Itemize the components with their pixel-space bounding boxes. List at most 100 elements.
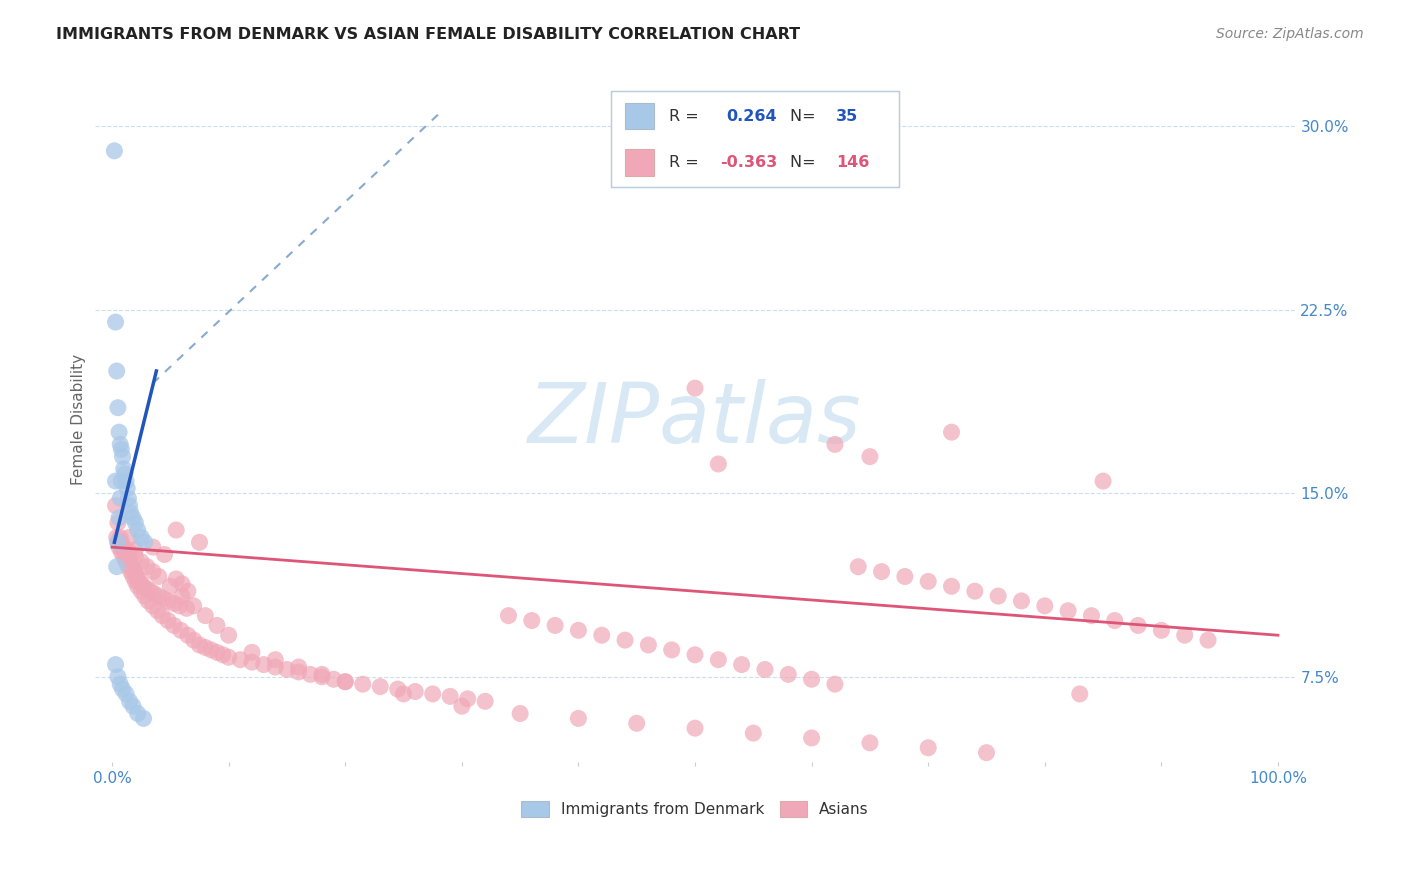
Point (800, 731, 823, 745)
Point (176, 601, 198, 615)
Point (110, 474, 132, 488)
Point (730, 657, 752, 672)
Point (108, 540, 131, 554)
Point (1057, 604, 1080, 618)
Point (111, 450, 134, 464)
Point (115, 474, 138, 488)
Point (170, 589, 193, 603)
Point (132, 579, 155, 593)
Point (118, 555, 141, 569)
Point (107, 535, 129, 549)
Point (136, 582, 159, 596)
Point (183, 633, 205, 648)
Point (800, 672, 823, 686)
Point (188, 638, 211, 652)
Point (544, 618, 567, 632)
Point (127, 706, 149, 721)
Point (107, 401, 129, 415)
Point (148, 569, 170, 583)
Point (110, 491, 132, 506)
Point (118, 499, 141, 513)
Point (110, 437, 132, 451)
Point (127, 572, 149, 586)
Point (128, 574, 150, 589)
Point (177, 628, 200, 642)
Point (439, 690, 461, 704)
Point (129, 530, 152, 544)
Point (1092, 474, 1115, 488)
Point (111, 540, 134, 554)
Point (122, 510, 145, 524)
Point (142, 599, 165, 613)
Point (108, 425, 131, 439)
Point (142, 565, 165, 579)
Point (422, 687, 444, 701)
Point (124, 542, 146, 557)
Point (661, 643, 683, 657)
Point (105, 559, 128, 574)
Point (163, 596, 186, 610)
Point (976, 746, 998, 760)
Point (110, 535, 132, 549)
Point (112, 542, 135, 557)
Point (117, 552, 139, 566)
Point (276, 663, 298, 677)
Point (264, 653, 287, 667)
Point (103, 144, 125, 158)
Point (114, 467, 136, 481)
Point (122, 565, 145, 579)
Point (170, 577, 193, 591)
Point (963, 584, 986, 599)
Point (1011, 594, 1033, 608)
Point (118, 530, 141, 544)
Point (129, 584, 152, 599)
Point (987, 589, 1010, 603)
Point (115, 548, 138, 562)
Point (707, 653, 730, 667)
Point (134, 589, 156, 603)
Point (824, 677, 846, 691)
Point (591, 628, 613, 642)
Point (110, 442, 132, 457)
Point (170, 624, 193, 638)
Point (111, 681, 134, 696)
Point (120, 558, 142, 572)
Point (125, 569, 148, 583)
Point (778, 667, 800, 681)
Point (894, 569, 917, 583)
Point (567, 624, 589, 638)
Point (637, 638, 659, 652)
Point (194, 608, 217, 623)
Point (264, 660, 287, 674)
Point (121, 559, 143, 574)
Point (1104, 614, 1126, 628)
Point (474, 694, 496, 708)
Point (299, 667, 322, 681)
Point (188, 535, 211, 549)
Point (707, 457, 730, 471)
Point (205, 645, 228, 659)
Y-axis label: Female Disability: Female Disability (72, 354, 86, 485)
Point (941, 579, 963, 593)
Point (157, 614, 180, 628)
Point (498, 608, 520, 623)
Point (136, 594, 159, 608)
Point (614, 633, 637, 648)
Point (457, 691, 479, 706)
Point (218, 650, 240, 665)
Point (253, 657, 276, 672)
Point (127, 523, 149, 537)
Text: IMMIGRANTS FROM DENMARK VS ASIAN FEMALE DISABILITY CORRELATION CHART: IMMIGRANTS FROM DENMARK VS ASIAN FEMALE … (56, 27, 800, 42)
Point (240, 645, 263, 659)
Point (120, 565, 142, 579)
Point (754, 663, 776, 677)
Point (114, 545, 136, 559)
Point (107, 535, 129, 549)
Point (165, 523, 187, 537)
Point (104, 315, 127, 329)
Point (112, 462, 135, 476)
Point (859, 736, 882, 750)
Point (1174, 628, 1197, 642)
Point (941, 425, 963, 439)
Point (165, 572, 187, 586)
